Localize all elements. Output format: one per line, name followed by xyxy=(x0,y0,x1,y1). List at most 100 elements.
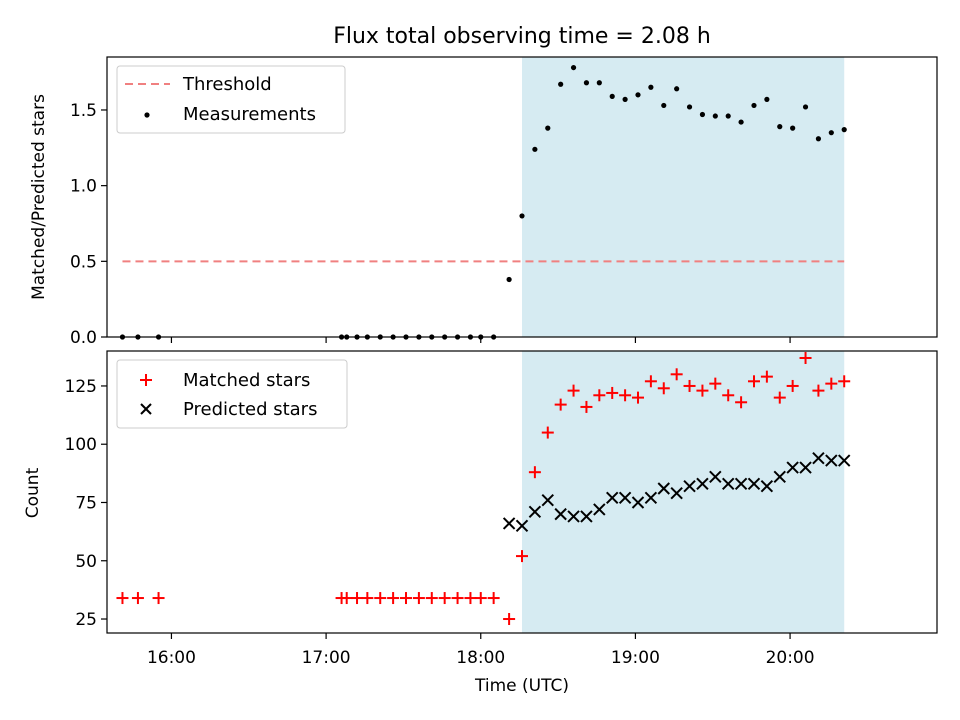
y-tick-label: 100 xyxy=(65,435,97,455)
measurement-point xyxy=(674,86,680,92)
measurement-point xyxy=(828,130,834,136)
matched-star-point xyxy=(567,384,580,397)
predicted-star-point xyxy=(670,486,683,500)
count-legend-box xyxy=(116,359,348,429)
matched-star-point xyxy=(631,391,644,404)
ratio-y-ticks: 0.0 0.5 1.0 1.5 xyxy=(70,101,107,348)
x-tick-label: 16:00 xyxy=(147,648,196,668)
predicted-legend-swatch xyxy=(140,403,152,415)
matched-star-point xyxy=(374,592,387,605)
predicted-star-point xyxy=(773,470,786,484)
predicted-star-point xyxy=(825,454,838,467)
measurement-point xyxy=(790,125,796,131)
measurement-point xyxy=(532,146,538,152)
predicted-star-point xyxy=(644,491,658,505)
predicted-star-point xyxy=(696,477,709,491)
ratio-y-axis-label: Matched/Predicted stars xyxy=(29,94,49,300)
measurement-point xyxy=(661,102,667,109)
matched-star-point xyxy=(696,384,709,397)
matched-star-point xyxy=(425,592,438,605)
count-legend: Matched stars Predicted stars xyxy=(116,359,348,429)
predicted-star-point xyxy=(812,451,825,465)
y-tick-label: 25 xyxy=(75,610,97,630)
matched-star-point xyxy=(657,382,670,395)
matched-star-point xyxy=(503,613,516,626)
measurement-point xyxy=(622,96,628,102)
matched-star-point xyxy=(722,389,735,402)
measurement-point xyxy=(777,124,783,130)
measurement-point xyxy=(764,96,770,102)
observing-span-shade-count xyxy=(522,351,845,633)
count-points xyxy=(116,351,851,626)
chart-title: Flux total observing time = 2.08 h xyxy=(333,24,711,49)
measurement-point xyxy=(609,93,615,99)
x-tick-label: 18:00 xyxy=(456,648,505,668)
matched-star-point xyxy=(812,384,825,397)
measurement-point xyxy=(802,104,809,110)
count-x-ticks: 16:00 17:00 18:00 19:00 20:00 xyxy=(147,633,815,668)
matched-star-point xyxy=(474,592,487,605)
measurements-legend-swatch xyxy=(144,112,150,118)
matched-star-point xyxy=(606,386,619,399)
predicted-star-point xyxy=(593,503,606,516)
measurement-point xyxy=(558,81,564,87)
predicted-star-point xyxy=(747,477,761,491)
measurement-points xyxy=(119,64,847,340)
matched-star-point xyxy=(838,375,851,388)
measurement-point xyxy=(712,113,718,119)
matched-star-point xyxy=(747,375,760,388)
y-tick-label: 1.5 xyxy=(70,101,97,121)
ratio-x-ticks xyxy=(170,337,791,343)
predicted-star-point xyxy=(760,479,774,493)
measurement-point xyxy=(699,111,706,118)
measurements-legend-label: Measurements xyxy=(183,104,316,125)
y-tick-label: 0.5 xyxy=(70,252,97,272)
matched-star-point xyxy=(670,368,683,381)
matched-star-point xyxy=(541,426,554,439)
matched-star-point xyxy=(487,592,500,605)
count-y-axis-label: Count xyxy=(23,467,43,518)
measurement-point xyxy=(686,104,693,110)
matched-star-point xyxy=(528,466,541,479)
matched-star-point xyxy=(351,592,364,605)
predicted-star-point xyxy=(709,470,722,484)
measurement-point xyxy=(841,127,847,133)
matched-star-point xyxy=(735,396,748,409)
predicted-legend-label: Predicted stars xyxy=(183,399,317,420)
x-tick-label: 20:00 xyxy=(766,648,815,668)
matched-star-point xyxy=(464,592,477,605)
observing-span-shade xyxy=(522,57,845,337)
y-tick-label: 50 xyxy=(75,552,97,572)
predicted-star-point xyxy=(618,491,632,505)
matched-star-point xyxy=(619,389,632,402)
predicted-star-point xyxy=(528,505,542,519)
predicted-star-point xyxy=(580,510,593,523)
matched-star-point xyxy=(593,389,606,402)
matched-star-point xyxy=(340,592,353,605)
predicted-star-point xyxy=(683,479,696,493)
predicted-star-point xyxy=(722,477,735,491)
y-tick-label: 1.0 xyxy=(70,177,97,197)
matched-star-point xyxy=(799,351,812,364)
matched-legend-swatch xyxy=(140,374,152,386)
matched-star-point xyxy=(580,400,593,413)
measurement-point xyxy=(815,136,822,142)
measurement-point xyxy=(725,113,731,119)
y-tick-label: 125 xyxy=(65,377,97,397)
ratio-legend-box xyxy=(116,65,346,134)
predicted-star-point xyxy=(837,454,851,467)
y-tick-label: 75 xyxy=(75,493,97,513)
count-panel: 25 50 75 100 125 16:00 17:00 18:00 19:00 20:00 C… xyxy=(23,350,938,696)
ratio-panel-frame xyxy=(106,56,938,338)
matched-star-point xyxy=(131,592,144,605)
predicted-star-point xyxy=(606,491,619,505)
predicted-star-point xyxy=(515,519,529,533)
measurement-point xyxy=(596,80,602,86)
x-tick-label: 19:00 xyxy=(611,648,660,668)
measurement-point xyxy=(738,119,744,125)
predicted-star-point xyxy=(734,477,748,491)
matched-star-point xyxy=(152,592,165,605)
count-y-ticks: 25 50 75 100 125 xyxy=(65,377,107,630)
predicted-star-point xyxy=(631,496,645,509)
